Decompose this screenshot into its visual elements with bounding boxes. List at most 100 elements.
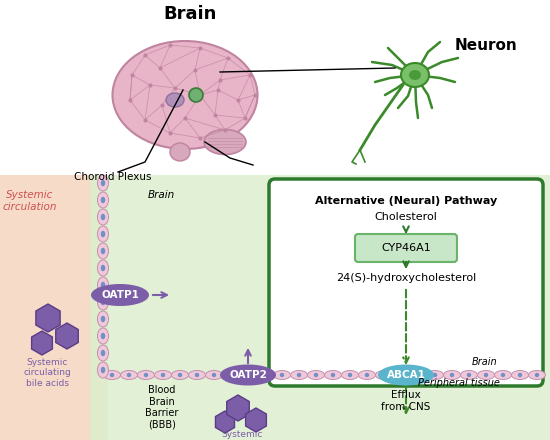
Circle shape <box>161 373 165 377</box>
Circle shape <box>246 373 250 377</box>
Ellipse shape <box>97 277 108 293</box>
Polygon shape <box>216 411 234 433</box>
Ellipse shape <box>97 311 108 327</box>
Circle shape <box>212 373 216 377</box>
Polygon shape <box>36 304 60 332</box>
Ellipse shape <box>97 209 108 225</box>
Ellipse shape <box>97 243 108 259</box>
Text: Alternative (Neural) Pathway: Alternative (Neural) Pathway <box>315 196 497 206</box>
Ellipse shape <box>97 260 108 276</box>
Ellipse shape <box>97 192 108 208</box>
Circle shape <box>399 373 403 377</box>
Ellipse shape <box>290 370 307 379</box>
Ellipse shape <box>529 370 546 379</box>
Ellipse shape <box>189 370 206 379</box>
Circle shape <box>280 373 284 377</box>
Circle shape <box>189 88 203 102</box>
Text: Blood
Brain
Barrier
(BBB): Blood Brain Barrier (BBB) <box>145 385 179 430</box>
Ellipse shape <box>97 328 108 344</box>
Ellipse shape <box>101 197 105 203</box>
Circle shape <box>178 373 182 377</box>
Circle shape <box>229 373 233 377</box>
Circle shape <box>314 373 318 377</box>
Ellipse shape <box>223 370 239 379</box>
Ellipse shape <box>220 364 276 385</box>
Ellipse shape <box>101 231 105 237</box>
Ellipse shape <box>359 370 376 379</box>
Circle shape <box>110 373 114 377</box>
Ellipse shape <box>155 370 172 379</box>
Ellipse shape <box>170 143 190 161</box>
Ellipse shape <box>138 370 155 379</box>
Ellipse shape <box>101 282 105 288</box>
Text: CYP46A1: CYP46A1 <box>381 243 431 253</box>
Ellipse shape <box>101 316 105 322</box>
Circle shape <box>127 373 131 377</box>
Ellipse shape <box>204 129 246 154</box>
FancyBboxPatch shape <box>269 179 543 386</box>
Ellipse shape <box>239 370 256 379</box>
Circle shape <box>433 373 437 377</box>
Circle shape <box>501 373 505 377</box>
Text: OATP1: OATP1 <box>101 290 139 300</box>
FancyBboxPatch shape <box>355 234 457 262</box>
Circle shape <box>297 373 301 377</box>
Bar <box>0 175 108 440</box>
Circle shape <box>535 373 539 377</box>
Text: Brain: Brain <box>163 5 217 23</box>
Circle shape <box>263 373 267 377</box>
Ellipse shape <box>101 265 105 271</box>
Ellipse shape <box>512 370 529 379</box>
Text: Brain: Brain <box>148 190 175 200</box>
Polygon shape <box>31 331 52 355</box>
Text: Choroid Plexus: Choroid Plexus <box>74 172 152 182</box>
Circle shape <box>144 373 148 377</box>
Circle shape <box>382 373 386 377</box>
Ellipse shape <box>342 370 359 379</box>
Ellipse shape <box>477 370 494 379</box>
Ellipse shape <box>113 41 257 149</box>
Ellipse shape <box>376 370 393 379</box>
Circle shape <box>331 373 335 377</box>
Text: 24(S)-hydroxycholesterol: 24(S)-hydroxycholesterol <box>336 273 476 283</box>
Bar <box>90 175 550 440</box>
Text: Systemic
circulating
bile acids: Systemic circulating bile acids <box>218 430 266 440</box>
Circle shape <box>450 373 454 377</box>
Ellipse shape <box>460 370 477 379</box>
Ellipse shape <box>101 299 105 305</box>
Ellipse shape <box>166 93 184 107</box>
Circle shape <box>484 373 488 377</box>
Ellipse shape <box>494 370 512 379</box>
Text: OATP2: OATP2 <box>229 370 267 380</box>
Ellipse shape <box>401 63 429 87</box>
Ellipse shape <box>101 180 105 186</box>
Ellipse shape <box>101 248 105 254</box>
Text: Neuron: Neuron <box>455 38 518 53</box>
Text: Brain: Brain <box>471 357 497 367</box>
Ellipse shape <box>97 345 108 361</box>
Circle shape <box>467 373 471 377</box>
Ellipse shape <box>206 370 223 379</box>
Ellipse shape <box>97 294 108 310</box>
Polygon shape <box>56 323 78 349</box>
Ellipse shape <box>101 367 105 373</box>
Ellipse shape <box>410 370 426 379</box>
Text: Cholesterol: Cholesterol <box>375 212 437 222</box>
Ellipse shape <box>97 362 108 378</box>
Ellipse shape <box>101 214 105 220</box>
Circle shape <box>365 373 369 377</box>
Text: Systemic
circulating
bile acids: Systemic circulating bile acids <box>23 358 71 388</box>
Ellipse shape <box>103 370 120 379</box>
Ellipse shape <box>101 350 105 356</box>
Circle shape <box>195 373 199 377</box>
Polygon shape <box>227 395 249 421</box>
Ellipse shape <box>409 70 421 80</box>
Ellipse shape <box>97 175 108 191</box>
Ellipse shape <box>101 333 105 339</box>
Text: ABCA1: ABCA1 <box>387 370 426 380</box>
Ellipse shape <box>91 284 149 306</box>
Circle shape <box>416 373 420 377</box>
Ellipse shape <box>120 370 138 379</box>
Ellipse shape <box>307 370 324 379</box>
Text: Systemic
circulation: Systemic circulation <box>3 190 57 212</box>
